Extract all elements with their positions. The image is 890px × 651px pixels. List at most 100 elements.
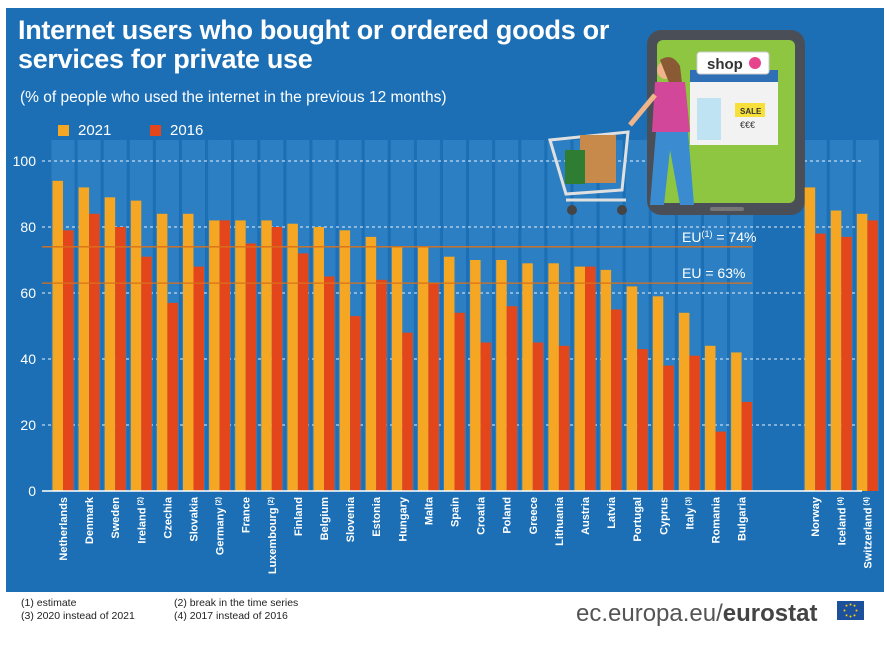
legend-item-2016: 2016 [150, 122, 203, 139]
footnote-3: (3) 2020 instead of 2021 [21, 610, 135, 622]
bar-2021-estonia [365, 236, 377, 491]
x-tick-label-france: France [241, 497, 253, 533]
bar-2021-cyprus [652, 296, 664, 491]
bar-2016-germany [219, 220, 231, 491]
sale-sign-box [735, 103, 765, 117]
bar-2021-ireland [130, 200, 142, 491]
x-tick-label-cyprus: Cyprus [658, 497, 670, 535]
bar-2021-norway [804, 187, 816, 491]
bar-2016-czechia [167, 302, 178, 491]
bar-2021-italy [678, 312, 690, 491]
bar-2021-netherlands [52, 180, 63, 492]
eurostat-link[interactable]: ec.europa.eu/eurostat [576, 600, 817, 628]
bar-2021-portugal [626, 286, 638, 491]
x-tick-label-germany: Germany (2) [215, 497, 227, 555]
shop-door-icon [697, 98, 721, 140]
bar-2021-luxembourg [261, 220, 272, 491]
bar-2021-sweden [104, 197, 116, 492]
phone-button-icon [710, 207, 744, 211]
x-tick-label-slovakia: Slovakia [189, 496, 201, 542]
cart-wheel-icon [617, 205, 627, 215]
x-tick-label-croatia: Croatia [476, 496, 488, 535]
footnote-1: (1) estimate [21, 597, 77, 609]
bar-2021-finland [287, 223, 298, 491]
bar-2016-hungary [402, 332, 413, 491]
x-tick-label-norway: Norway [810, 496, 822, 537]
x-tick-label-sweden: Sweden [110, 497, 122, 539]
bar-2016-slovenia [350, 316, 361, 491]
x-tick-label-luxembourg: Luxembourg (2) [267, 497, 279, 574]
bar-2016-luxembourg [271, 227, 283, 491]
x-tick-label-finland: Finland [293, 497, 305, 536]
bar-2021-greece [522, 263, 533, 491]
footnotes-left: (1) estimate (3) 2020 instead of 2021 [21, 597, 135, 623]
x-tick-label-denmark: Denmark [84, 496, 96, 544]
cart-item-icon [565, 150, 585, 184]
bar-2016-france [245, 243, 257, 491]
shop-sign-text: shop [707, 56, 743, 73]
bar-2021-austria [574, 266, 585, 491]
x-tick-label-hungary: Hungary [397, 496, 409, 542]
bar-2021-romania [705, 345, 716, 491]
cart-wheel-icon [567, 205, 577, 215]
x-tick-label-lithuania: Lithuania [554, 496, 566, 546]
x-tick-label-netherlands: Netherlands [58, 497, 70, 561]
x-tick-label-portugal: Portugal [632, 497, 644, 542]
footnotes-middle: (2) break in the time series (4) 2017 in… [174, 597, 298, 623]
x-tick-label-italy: Italy (3) [684, 497, 696, 530]
bar-2016-romania [715, 431, 726, 491]
y-tick-label: 20 [20, 417, 36, 433]
bar-2016-belgium [324, 276, 335, 491]
reference-lines: EU(1) = 74% EU = 63% [42, 229, 756, 284]
bar-2021-croatia [470, 260, 481, 491]
eu-flag-icon [837, 601, 864, 620]
bar-2021-poland [496, 260, 507, 491]
footnote-2: (2) break in the time series [174, 597, 299, 609]
y-tick-label: 40 [20, 351, 36, 367]
x-tick-label-malta: Malta [423, 496, 435, 525]
bar-2016-malta [428, 283, 439, 491]
x-tick-label-ireland: Ireland (2) [136, 497, 148, 544]
brand-domain: ec.europa.eu/ [576, 600, 723, 627]
x-tick-label-czechia: Czechia [162, 496, 174, 538]
bar-2016-portugal [637, 349, 648, 491]
bar-2016-italy [689, 355, 700, 491]
bar-2021-malta [417, 246, 429, 491]
bar-2021-slovenia [339, 230, 351, 492]
bar-2016-spain [454, 312, 465, 491]
x-axis-labels: Netherlands Denmark Sweden Ireland (2) Czech… [58, 496, 874, 574]
x-tick-label-belgium: Belgium [319, 497, 331, 541]
legend-label-2016: 2016 [170, 122, 204, 139]
legend-swatch-2016 [150, 125, 161, 136]
shopping-cart-icon [548, 130, 630, 196]
x-tick-label-bulgaria: Bulgaria [737, 496, 749, 541]
x-tick-label-switzerland: Switzerland (4) [862, 497, 874, 569]
legend-item-2021: 2021 [58, 122, 111, 139]
legend-label-2021: 2021 [78, 122, 112, 139]
y-tick-label: 80 [20, 219, 36, 235]
bar-2016-austria [585, 266, 596, 491]
legend-swatch-2021 [58, 125, 69, 136]
x-tick-label-greece: Greece [528, 497, 540, 534]
bar-2016-switzerland [867, 220, 878, 491]
bar-2021-czechia [156, 213, 168, 492]
bar-2016-lithuania [558, 345, 570, 491]
bar-2016-netherlands [63, 230, 74, 492]
person-body-icon [652, 82, 690, 132]
bar-2016-norway [815, 233, 826, 491]
x-tick-label-iceland: Iceland (4) [836, 497, 848, 545]
shopping-bag-icon [580, 135, 616, 183]
x-tick-label-romania: Romania [711, 496, 723, 543]
shopping-illustration: shop SALE €€€ [548, 30, 805, 215]
x-tick-label-latvia: Latvia [606, 496, 618, 529]
bar-2016-bulgaria [741, 401, 753, 491]
x-tick-label-austria: Austria [580, 496, 592, 535]
bar-2021-belgium [313, 227, 324, 491]
y-tick-label: 0 [28, 483, 36, 499]
y-axis-ticks: 0 20 40 60 80 100 [13, 153, 37, 499]
x-tick-label-slovenia: Slovenia [345, 496, 357, 542]
eu-average-label: EU(1) = 74% [682, 229, 756, 245]
bar-2016-poland [506, 306, 518, 491]
y-tick-label: 100 [13, 153, 37, 169]
